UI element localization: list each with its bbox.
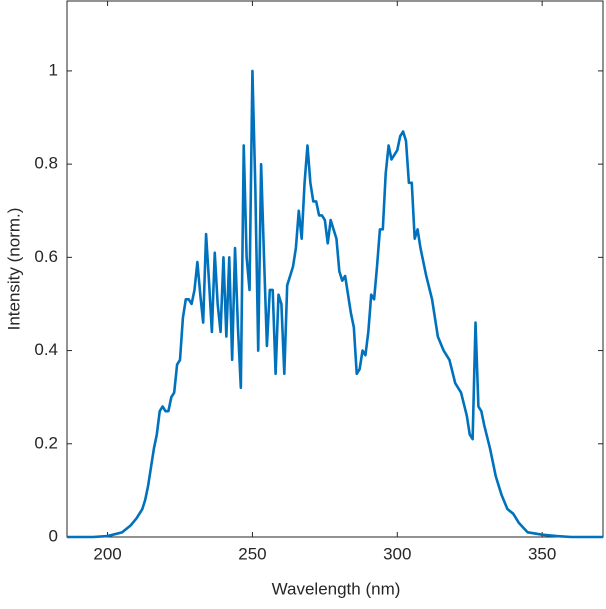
data-line [67,69,603,539]
y-tick-label: 0.8 [34,154,58,173]
y-tick-label: 0 [49,526,58,545]
y-tick-label: 0.2 [34,433,58,452]
plot-frame [66,0,604,538]
x-tick-label: 250 [238,544,266,563]
y-axis-label: Intensity (norm.) [4,208,23,331]
x-tick-label: 350 [528,544,556,563]
x-tick-label: 200 [93,544,121,563]
y-tick-label: 0.6 [34,247,58,266]
y-tick-label: 0.4 [34,340,58,359]
x-axis-label: Wavelength (nm) [272,579,401,598]
y-tick-label: 1 [49,60,58,79]
x-tick-label: 300 [383,544,411,563]
